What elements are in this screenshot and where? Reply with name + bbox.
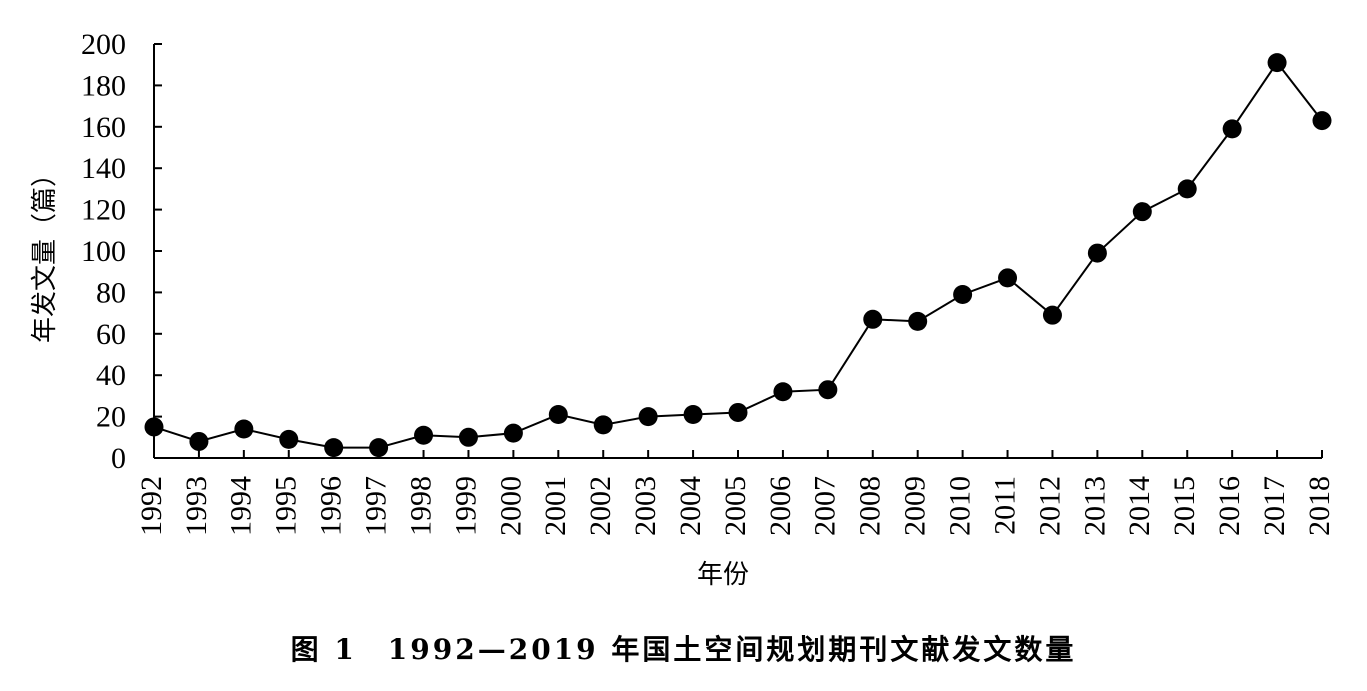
series-line — [153, 60, 1323, 449]
data-point — [503, 423, 523, 443]
x-tick-label: 2015 — [1168, 476, 1201, 536]
x-tick-label: 2002 — [584, 476, 617, 536]
y-tick-label: 160 — [81, 111, 126, 144]
data-point — [638, 407, 658, 427]
y-tick-label: 140 — [81, 152, 126, 185]
data-point — [908, 311, 928, 331]
x-tick-label: 2013 — [1078, 476, 1111, 536]
y-tick-label: 80 — [96, 276, 126, 309]
x-tick-label: 2014 — [1123, 476, 1156, 536]
x-tick-label: 2004 — [674, 476, 707, 536]
y-axis: 0 20 40 60 80 100 120 140 160 180 200 — [81, 28, 162, 475]
x-tick-label: 2016 — [1213, 476, 1246, 536]
data-point — [953, 284, 973, 304]
data-point — [863, 309, 883, 329]
y-tick-label: 200 — [81, 28, 126, 61]
y-axis-label: 年发文量（篇） — [30, 161, 60, 343]
y-tick-label: 180 — [81, 69, 126, 102]
data-point — [818, 380, 838, 400]
series-line-group — [144, 53, 1332, 458]
x-tick-label: 1993 — [180, 476, 213, 536]
y-tick-label: 0 — [111, 442, 126, 475]
x-tick-label: 2003 — [629, 476, 662, 536]
data-point — [1222, 119, 1242, 139]
data-point — [1267, 53, 1287, 73]
x-tick-label: 2005 — [719, 476, 752, 536]
x-tick-label: 2010 — [944, 476, 977, 536]
x-tick-label: 1994 — [225, 476, 258, 536]
y-tick-label: 20 — [96, 401, 126, 434]
data-point — [1087, 243, 1107, 263]
data-point — [593, 415, 613, 435]
figure-caption: 图 1 1992—2019 年国土空间规划期刊文献发文数量 — [290, 633, 1077, 666]
y-tick-label: 60 — [96, 318, 126, 351]
x-tick-label: 2008 — [854, 476, 887, 536]
x-axis: 1992 1993 1994 1995 1996 1997 1998 1999 2000 2001… — [135, 450, 1336, 536]
data-point — [548, 405, 568, 425]
data-point — [1312, 111, 1332, 131]
x-tick-label: 2012 — [1033, 476, 1066, 536]
data-point — [279, 429, 299, 449]
data-point — [728, 402, 748, 422]
data-point — [144, 417, 164, 437]
x-tick-label: 2007 — [809, 476, 842, 536]
x-tick-label: 2017 — [1258, 476, 1291, 536]
data-point — [773, 382, 793, 402]
x-tick-label: 1998 — [404, 476, 437, 536]
data-point — [234, 419, 254, 439]
data-point — [1042, 305, 1062, 325]
x-tick-label: 2001 — [539, 476, 572, 536]
line-chart: 0 20 40 60 80 100 120 140 160 180 200 1992 1993 1994… — [30, 28, 1336, 590]
x-axis-label: 年份 — [697, 560, 749, 590]
y-tick-label: 120 — [81, 194, 126, 227]
x-tick-label: 1995 — [270, 476, 303, 536]
data-point — [189, 431, 209, 451]
y-tick-label: 40 — [96, 359, 126, 392]
x-tick-label: 2006 — [764, 476, 797, 536]
data-point — [1177, 179, 1197, 199]
x-tick-label: 2011 — [988, 476, 1021, 535]
x-tick-label: 2009 — [899, 476, 932, 536]
data-point — [414, 425, 434, 445]
y-tick-label: 100 — [81, 235, 126, 268]
data-point — [369, 438, 389, 458]
x-tick-label: 2000 — [494, 476, 527, 536]
data-point — [324, 438, 344, 458]
x-tick-label: 1992 — [135, 476, 168, 536]
data-point — [458, 427, 478, 447]
x-tick-label: 1999 — [449, 476, 482, 536]
data-point — [683, 405, 703, 425]
x-tick-label: 2018 — [1303, 476, 1336, 536]
data-point — [998, 268, 1018, 288]
data-point — [1132, 202, 1152, 222]
x-tick-label: 1996 — [315, 476, 348, 536]
x-tick-label: 1997 — [360, 476, 393, 536]
